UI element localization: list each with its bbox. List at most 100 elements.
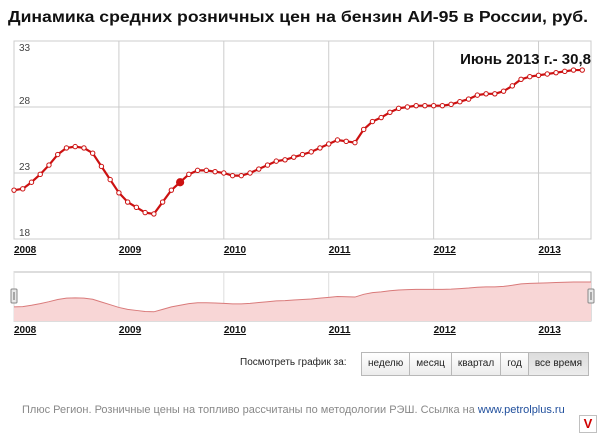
y-tick-label: 33 bbox=[19, 43, 31, 54]
data-point bbox=[168, 187, 175, 193]
data-point bbox=[256, 166, 262, 172]
data-point bbox=[465, 96, 472, 102]
navigator-tick-label: 2012 bbox=[434, 325, 457, 336]
data-point bbox=[291, 154, 297, 160]
range-all-time-button[interactable]: все время bbox=[528, 353, 589, 375]
data-point bbox=[116, 190, 122, 196]
data-point bbox=[133, 204, 140, 211]
data-point bbox=[457, 99, 463, 105]
range-quarter-button[interactable]: квартал bbox=[451, 353, 502, 375]
data-point bbox=[247, 170, 253, 176]
x-tick-label: 2011 bbox=[329, 245, 351, 256]
data-point bbox=[562, 68, 568, 75]
data-point bbox=[63, 145, 70, 151]
data-point bbox=[81, 145, 87, 151]
data-point bbox=[55, 151, 61, 158]
data-point bbox=[500, 88, 507, 94]
chart-annotation: Июнь 2013 г.- 30,8 bbox=[460, 51, 591, 68]
data-point bbox=[89, 150, 96, 156]
data-point bbox=[387, 109, 393, 115]
data-point bbox=[404, 104, 411, 110]
x-tick-label: 2012 bbox=[434, 245, 457, 256]
navigator-tick-label: 2010 bbox=[224, 325, 247, 336]
plot-area bbox=[13, 40, 592, 240]
data-point bbox=[544, 71, 550, 77]
view-period-label: Посмотреть график за: bbox=[240, 357, 347, 368]
data-point bbox=[107, 176, 113, 183]
data-point bbox=[413, 102, 419, 109]
data-point bbox=[142, 209, 148, 216]
data-point bbox=[492, 91, 498, 97]
navigator-tick-label: 2008 bbox=[14, 325, 37, 336]
data-point bbox=[28, 179, 35, 185]
navigator[interactable]: 2008 2009 2010 2011 2012 2013 bbox=[10, 271, 595, 336]
data-point bbox=[124, 199, 131, 205]
data-point bbox=[395, 105, 402, 112]
navigator-line bbox=[13, 281, 591, 313]
data-point bbox=[20, 186, 26, 192]
data-point bbox=[422, 102, 428, 109]
navigator-area bbox=[14, 282, 591, 321]
data-point bbox=[378, 114, 384, 121]
data-point bbox=[46, 162, 52, 168]
data-point bbox=[151, 211, 157, 217]
data-point bbox=[273, 158, 279, 164]
x-tick-label: 2008 bbox=[14, 245, 37, 256]
data-point bbox=[194, 167, 201, 174]
navigator-tick-label: 2011 bbox=[329, 325, 351, 336]
data-point bbox=[221, 170, 227, 176]
data-point bbox=[229, 172, 236, 179]
data-point bbox=[430, 102, 437, 109]
data-point bbox=[264, 162, 271, 168]
data-point bbox=[203, 167, 210, 174]
data-point bbox=[186, 171, 192, 178]
data-point bbox=[326, 141, 332, 147]
data-point bbox=[579, 67, 585, 73]
x-tick-label: 2009 bbox=[119, 245, 142, 256]
data-point bbox=[352, 139, 358, 146]
data-point bbox=[535, 72, 542, 79]
footer: Плюс Регион. Розничные цены на топливо р… bbox=[22, 404, 565, 416]
data-point bbox=[308, 149, 314, 155]
data-point bbox=[570, 67, 577, 73]
data-point bbox=[212, 168, 218, 175]
data-point bbox=[11, 187, 17, 193]
y-tick-label: 23 bbox=[19, 162, 31, 173]
data-point bbox=[159, 199, 166, 205]
y-tick-label: 28 bbox=[19, 96, 31, 107]
main-plot: 33 28 23 18 2008 2009 2010 2011 2012 2013 bbox=[11, 40, 592, 256]
data-point bbox=[553, 69, 559, 76]
data-point bbox=[343, 138, 349, 145]
data-point bbox=[527, 73, 533, 80]
data-point bbox=[238, 172, 245, 179]
data-point bbox=[518, 76, 524, 82]
x-tick-label: 2010 bbox=[224, 245, 247, 256]
data-point bbox=[448, 101, 454, 108]
range-year-button[interactable]: год bbox=[501, 353, 529, 375]
data-point bbox=[334, 137, 341, 143]
data-point bbox=[509, 83, 516, 89]
data-point bbox=[439, 102, 446, 109]
data-point bbox=[317, 145, 323, 151]
data-point bbox=[369, 118, 376, 125]
navigator-tick-label: 2009 bbox=[119, 325, 142, 336]
data-point bbox=[360, 126, 367, 133]
data-point bbox=[98, 163, 105, 170]
navigator-tick-label: 2013 bbox=[539, 325, 562, 336]
footer-text: Плюс Регион. Розничные цены на топливо р… bbox=[22, 404, 475, 416]
chart-title: Динамика средних розничных цен на бензин… bbox=[8, 9, 588, 26]
data-point bbox=[72, 143, 78, 150]
source-link[interactable]: www.petrolplus.ru bbox=[477, 404, 565, 416]
range-selector: неделю месяц квартал год все время bbox=[361, 352, 590, 376]
data-point bbox=[483, 91, 489, 97]
range-week-button[interactable]: неделю bbox=[362, 353, 411, 375]
data-point bbox=[299, 151, 306, 158]
data-point bbox=[282, 157, 288, 163]
x-tick-label: 2013 bbox=[539, 245, 562, 256]
highlighted-point bbox=[176, 178, 185, 187]
y-tick-label: 18 bbox=[19, 228, 31, 239]
data-point bbox=[37, 171, 43, 178]
range-month-button[interactable]: месяц bbox=[410, 353, 452, 375]
data-point bbox=[474, 92, 481, 98]
